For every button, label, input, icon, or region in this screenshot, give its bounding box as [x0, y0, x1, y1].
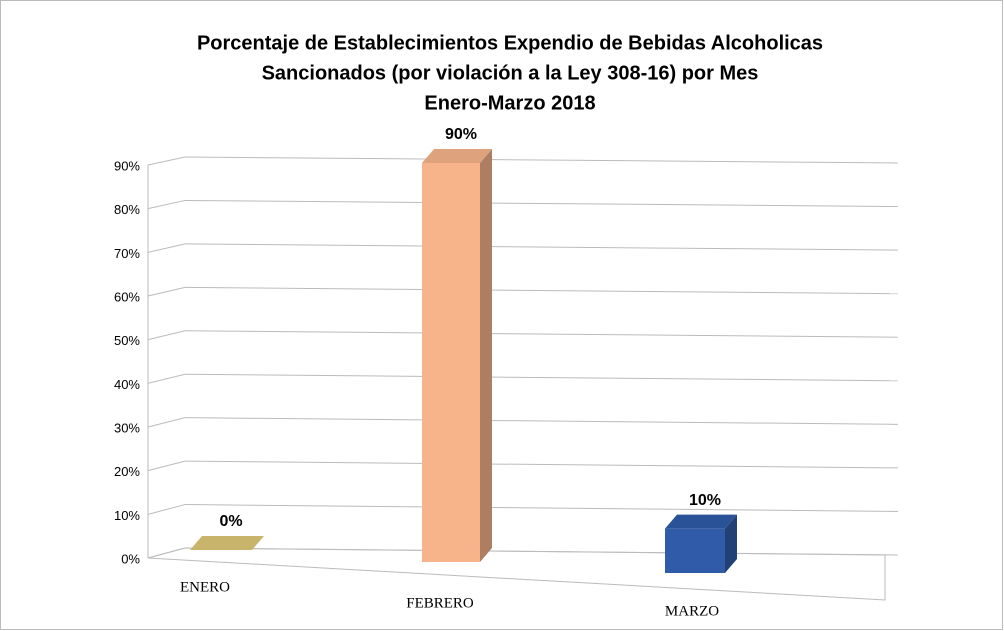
data-label: 90%: [445, 126, 477, 143]
bar-top: [665, 514, 737, 529]
data-label: 10%: [689, 492, 721, 509]
chart-title: Enero-Marzo 2018: [424, 92, 595, 114]
grid-line: [184, 504, 899, 512]
y-tick-label: 50%: [114, 333, 140, 348]
chart-title: Porcentaje de Establecimientos Expendio …: [197, 32, 823, 54]
bar-top: [422, 149, 492, 163]
grid-line: [147, 330, 186, 341]
chart-title: Sancionados (por violación a la Ley 308-…: [262, 62, 759, 84]
y-tick-label: 90%: [114, 158, 140, 173]
bar: [665, 528, 725, 573]
grid-line: [147, 286, 186, 297]
grid-line: [184, 243, 899, 251]
grid-line: [147, 243, 186, 253]
bar-top: [190, 536, 264, 550]
grid-line: [147, 547, 186, 559]
grid-line: [184, 330, 899, 338]
grid-line: [184, 199, 899, 208]
y-tick-label: 0%: [121, 551, 140, 566]
y-tick-label: 40%: [114, 377, 140, 392]
grid-line: [184, 460, 899, 469]
x-tick-label: MARZO: [665, 603, 719, 619]
grid-line: [147, 504, 186, 515]
grid-line: [184, 373, 899, 382]
y-tick-label: 80%: [114, 202, 140, 217]
grid-line: [147, 156, 186, 166]
y-tick-label: 10%: [114, 508, 140, 523]
grid-line: [147, 460, 186, 472]
grid-line: [184, 156, 899, 164]
grid-line: [184, 417, 899, 425]
y-tick-label: 60%: [114, 289, 140, 304]
grid-line: [147, 373, 186, 384]
data-label: 0%: [219, 513, 242, 530]
bar-side: [725, 514, 737, 573]
y-tick-label: 30%: [114, 420, 140, 435]
x-tick-label: ENERO: [180, 579, 230, 595]
y-tick-label: 20%: [114, 464, 140, 479]
x-tick-label: FEBRERO: [406, 595, 474, 611]
y-tick-label: 70%: [114, 246, 140, 261]
bar-side: [480, 149, 492, 562]
grid-line: [147, 199, 186, 210]
grid-line: [147, 417, 186, 428]
grid-line: [184, 547, 899, 556]
bar: [422, 163, 480, 562]
grid-line: [184, 286, 899, 295]
